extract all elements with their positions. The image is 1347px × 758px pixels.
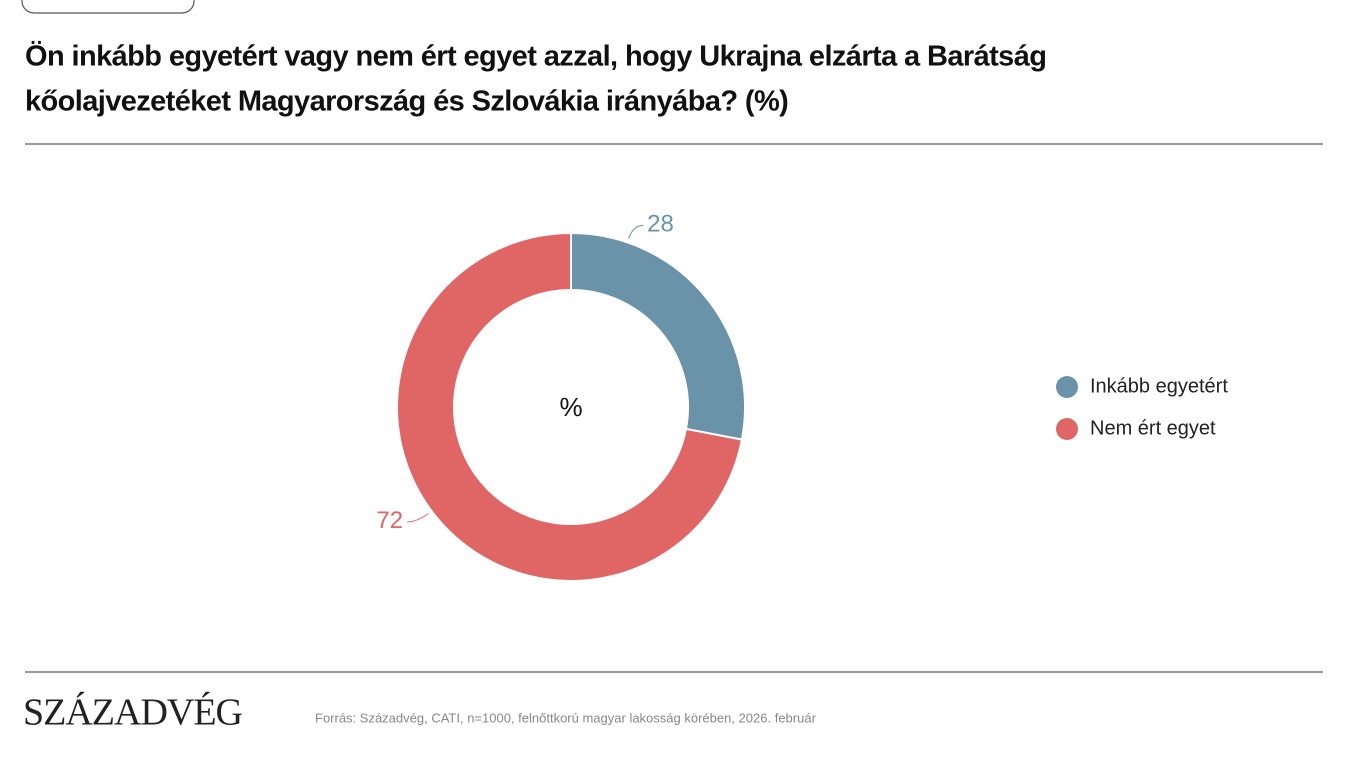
donut-slice bbox=[396, 231, 744, 582]
legend-label: Nem ért egyet bbox=[1090, 417, 1216, 439]
data-label: 72 bbox=[376, 507, 403, 534]
legend-label: Inkább egyetért bbox=[1090, 375, 1228, 397]
source: Forrás: Századvég, CATI, n=1000, felnőtt… bbox=[315, 710, 817, 725]
leader-line bbox=[407, 513, 429, 523]
chart-title: Ön inkább egyetért vagy nem ért egyet az… bbox=[25, 40, 1046, 73]
chart-title: kőolajvezetéket Magyarország és Szlováki… bbox=[25, 86, 788, 118]
legend-marker bbox=[1056, 376, 1078, 398]
leader-line bbox=[628, 224, 644, 239]
legend-marker bbox=[1056, 418, 1078, 440]
data-label: 28 bbox=[647, 211, 674, 238]
center-label: % bbox=[559, 392, 582, 422]
donut-slice bbox=[570, 231, 746, 441]
logo: SZÁZADVÉG bbox=[23, 692, 243, 734]
tab bbox=[21, 0, 195, 14]
